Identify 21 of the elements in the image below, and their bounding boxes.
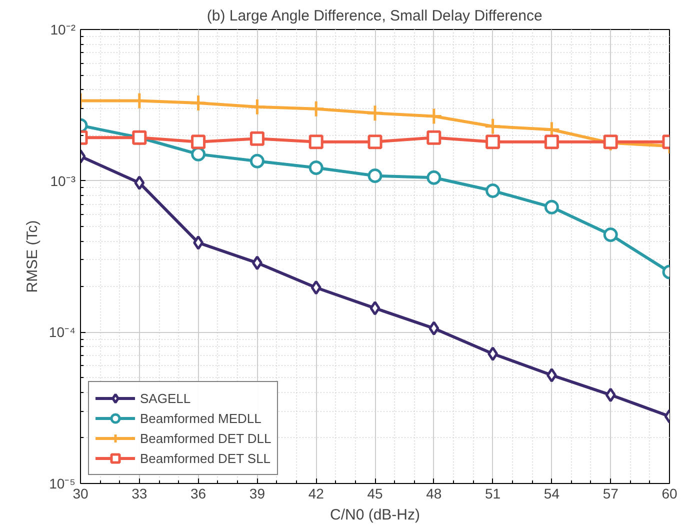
x-tick-label: 42	[308, 486, 324, 502]
legend-label: SAGELL	[140, 390, 191, 406]
x-tick-label: 45	[367, 486, 383, 502]
x-tick-label: 57	[602, 486, 619, 502]
chart-title: (b) Large Angle Difference, Small Delay Difference	[206, 8, 542, 24]
x-tick-label: 36	[190, 486, 206, 502]
y-tick-label: 10⁻²	[50, 22, 76, 38]
legend-label: Beamformed DET SLL	[140, 450, 271, 466]
y-tick-label: 10⁻³	[50, 172, 76, 189]
x-tick-label: 48	[426, 486, 442, 502]
x-tick-label: 30	[72, 486, 88, 502]
y-axis-title: RMSE (Tc)	[24, 220, 41, 293]
x-tick-label: 60	[662, 486, 678, 502]
x-axis-title: C/N0 (dB-Hz)	[330, 506, 420, 524]
x-tick-label: 33	[132, 486, 148, 502]
legend-label: Beamformed MEDLL	[140, 410, 262, 426]
x-tick-label: 51	[485, 486, 501, 502]
x-tick-label: 39	[249, 486, 266, 502]
x-tick-label: 54	[544, 486, 560, 502]
legend-label: Beamformed DET DLL	[140, 430, 272, 446]
y-tick-label: 10⁻⁴	[48, 324, 76, 340]
